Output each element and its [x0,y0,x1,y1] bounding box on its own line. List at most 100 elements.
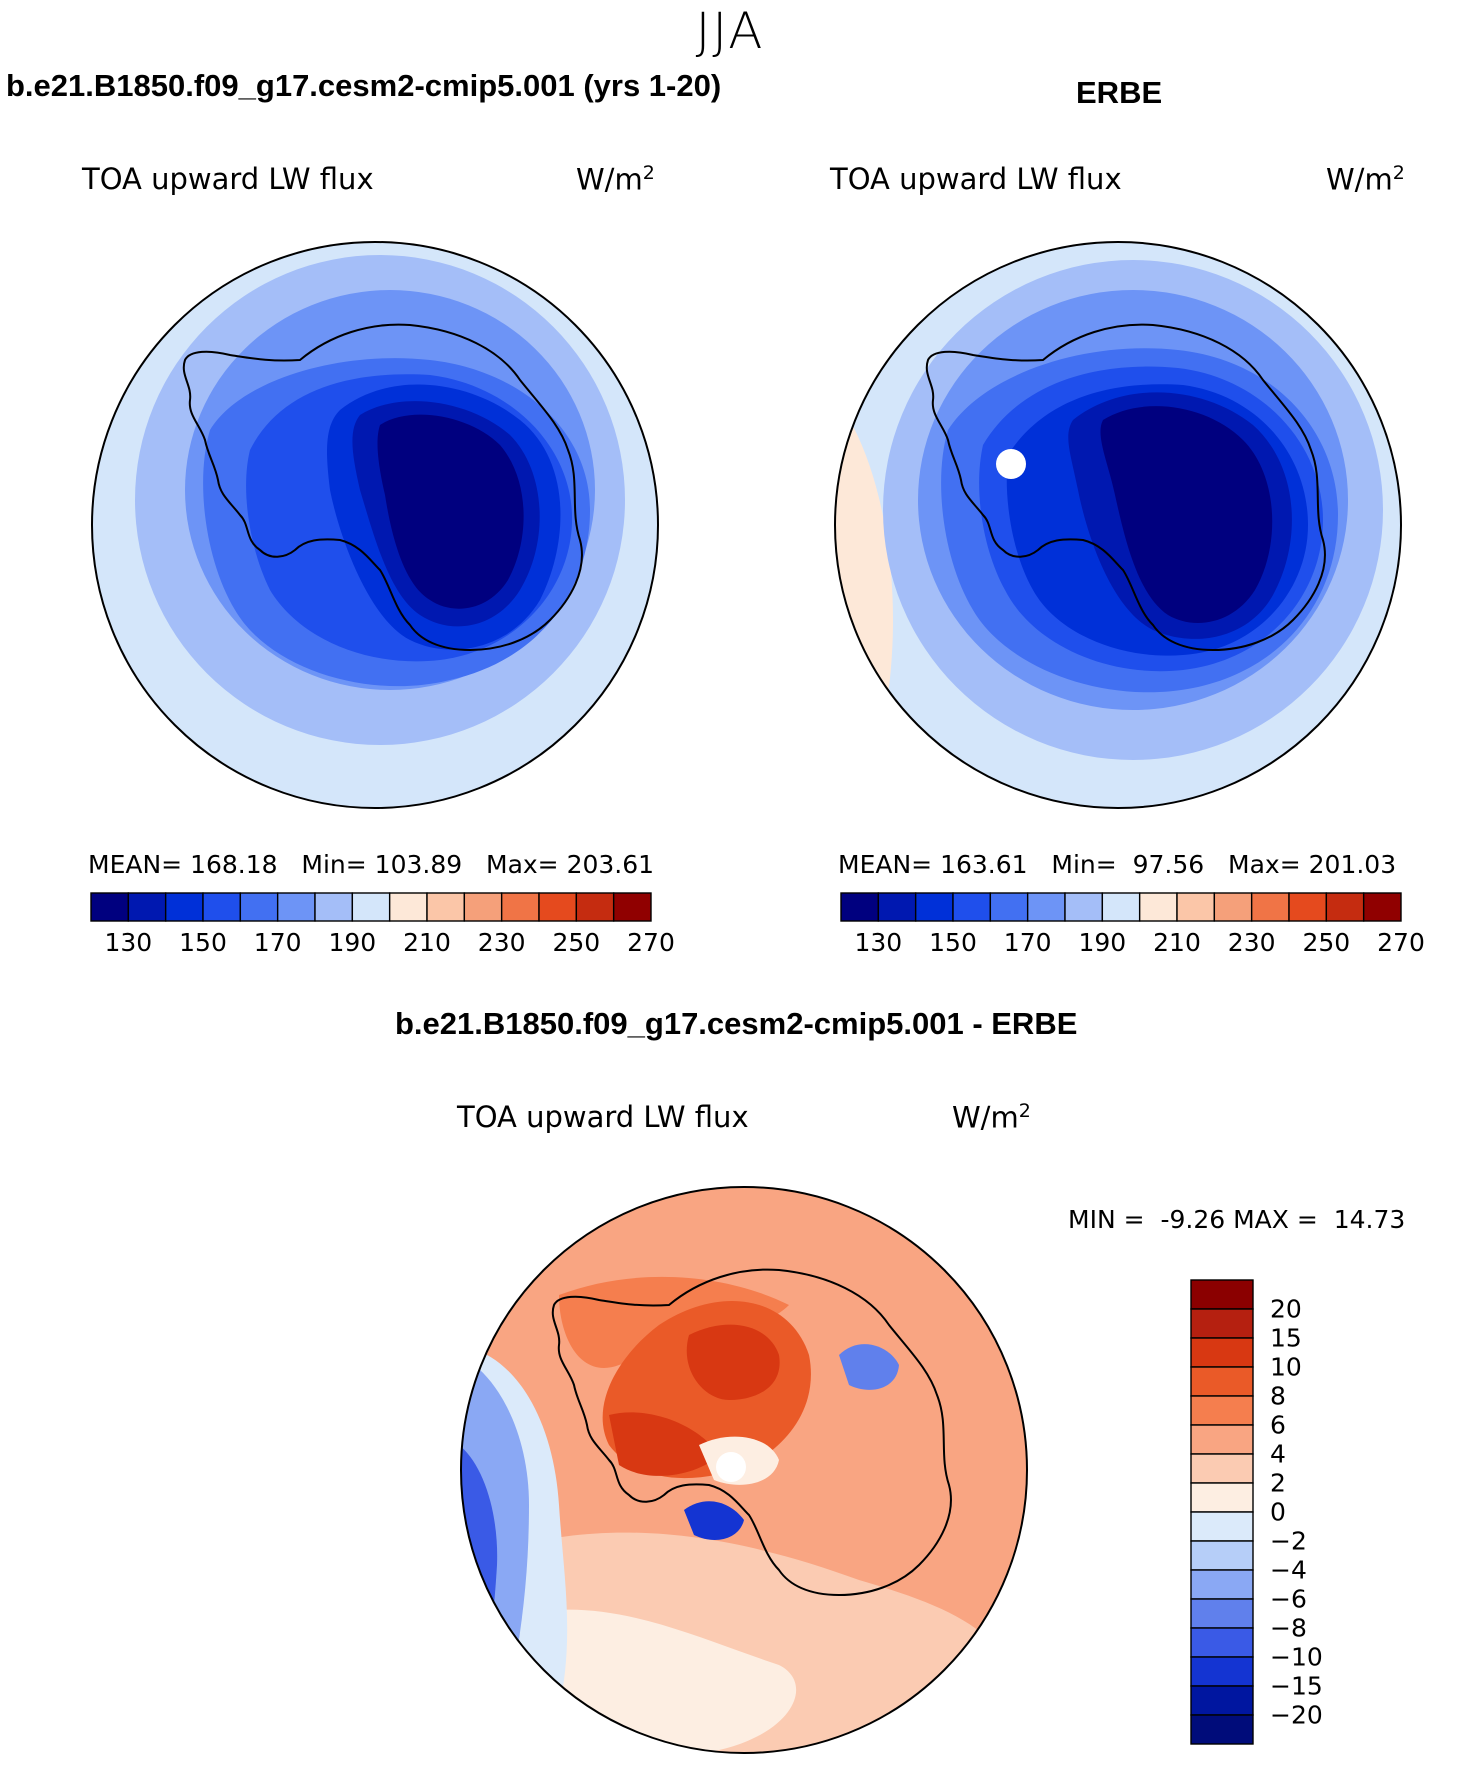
model-polar-map [91,241,659,809]
model-colorbar-swatch [276,892,316,922]
diff-contour-fill [609,1412,719,1476]
obs-colorbar-tick-label: 130 [854,928,903,957]
model-colorbar-swatch [127,892,167,922]
obs-colorbar-tick-label: 190 [1078,928,1127,957]
obs-min-value: 97.56 [1132,850,1205,879]
diff-colorbar-tick-label: −20 [1270,1700,1323,1730]
model-colorbar-swatch [164,892,204,922]
diff-colorbar-tick-label: −8 [1270,1613,1307,1643]
obs-colorbar-tick-label: 170 [1003,928,1052,957]
model-colorbar-tick-label: 230 [477,928,526,957]
model-colorbar-ticks: 130 150 170 190 210 230 250 270 [90,928,674,962]
model-mean-value: 168.18 [190,850,278,879]
model-colorbar-swatch [612,892,652,922]
obs-missing-data [996,449,1026,479]
model-contour-fill [377,414,524,609]
diff-missing-data [716,1452,746,1482]
model-colorbar-tick-label: 210 [403,928,451,957]
model-colorbar-swatch [90,892,130,922]
obs-max-value: 201.03 [1308,850,1397,879]
model-min-value: 103.89 [374,850,463,879]
obs-colorbar-swatch [914,892,954,922]
obs-mean-label: MEAN= [838,850,933,879]
diff-contour-fill [686,1324,780,1400]
model-colorbar-swatch [500,892,540,922]
diff-colorbar-tick-label: 8 [1270,1381,1286,1411]
obs-colorbar-swatch [840,892,880,922]
diff-polar-map [460,1186,1028,1754]
model-colorbar-swatch [463,892,503,922]
diff-colorbar-swatch [1190,1714,1254,1745]
diff-colorbar-swatch [1190,1424,1254,1455]
obs-case-title: ERBE [1076,75,1163,110]
obs-colorbar-swatch [877,892,917,922]
model-colorbar-swatch [239,892,279,922]
diff-colorbar-swatch [1190,1598,1254,1629]
diff-colorbar-swatch [1190,1540,1254,1571]
obs-colorbar-swatch [952,892,992,922]
model-colorbar-tick-label: 250 [552,928,601,957]
obs-polar-map [834,241,1402,809]
diff-colorbar-swatch [1190,1366,1254,1397]
model-colorbar-swatch [351,892,391,922]
diff-colorbar-swatch [1190,1511,1254,1542]
diff-colorbar-tick-label: 2 [1270,1468,1286,1498]
model-colorbar-swatch [314,892,354,922]
diff-plot-title: TOA upward LW flux [457,1100,749,1134]
diff-contour-fill [839,1344,899,1390]
diff-colorbar-tick-label: −15 [1270,1671,1323,1701]
diff-max-label: MAX = [1233,1205,1318,1234]
diff-colorbar-swatch [1190,1627,1254,1658]
obs-contour-fill [1100,406,1273,623]
model-colorbar-tick-label: 170 [253,928,302,957]
diff-stats: MIN = -9.26 MAX = 14.73 [1068,1205,1405,1234]
obs-colorbar-tick-label: 250 [1302,928,1351,957]
diff-colorbar-swatch [1190,1685,1254,1716]
obs-colorbar-tick-label: 150 [929,928,977,957]
obs-colorbar-tick-label: 210 [1153,928,1201,957]
diff-colorbar-tick-label: −2 [1270,1526,1307,1556]
obs-coastline [925,323,1326,652]
obs-colorbar-swatch [1325,892,1365,922]
model-max-label: Max= [486,850,559,879]
model-colorbar-swatch [202,892,242,922]
diff-max-value: 14.73 [1333,1205,1406,1234]
obs-colorbar-swatch [1213,892,1253,922]
diff-colorbar-swatch [1190,1279,1254,1310]
diff-colorbar-tick-label: −4 [1270,1555,1307,1585]
obs-colorbar-swatch [1138,892,1178,922]
model-colorbar-swatch [426,892,466,922]
diff-units: W/m2 [952,1100,1031,1135]
season-title: JJA [695,2,765,60]
diff-case-title: b.e21.B1850.f09_g17.cesm2-cmip5.001 - ER… [395,1006,1078,1041]
obs-colorbar-swatch [1026,892,1066,922]
obs-map-boundary [834,241,1402,809]
obs-units: W/m2 [1326,162,1405,197]
obs-contour-fill [835,360,893,808]
obs-colorbar-swatch [1064,892,1104,922]
obs-mean-value: 163.61 [940,850,1028,879]
model-case-title: b.e21.B1850.f09_g17.cesm2-cmip5.001 (yrs… [6,68,722,103]
diff-colorbar [1190,1279,1254,1745]
model-colorbar-swatch [388,892,428,922]
obs-colorbar-ticks: 130 150 170 190 210 230 250 270 [840,928,1424,962]
diff-colorbar-swatch [1190,1453,1254,1484]
model-colorbar-tick-label: 130 [104,928,153,957]
diff-colorbar-tick-label: −10 [1270,1642,1323,1672]
diff-colorbar-ticks: 20 15 10 8 6 4 2 0 −2 −4 −6 −8 −10 −15 −20 [1270,1279,1370,1746]
model-plot-title: TOA upward LW flux [82,162,374,196]
obs-colorbar-tick-label: 230 [1227,928,1276,957]
model-colorbar-swatch [575,892,615,922]
diff-colorbar-tick-label: 4 [1270,1439,1286,1469]
obs-stats: MEAN= 163.61 Min= 97.56 Max= 201.03 [838,850,1396,879]
obs-max-label: Max= [1228,850,1301,879]
diff-colorbar-tick-label: 10 [1270,1352,1302,1382]
diff-colorbar-swatch [1190,1569,1254,1600]
diff-colorbar-tick-label: 0 [1270,1497,1286,1527]
diff-colorbar-tick-label: 20 [1270,1294,1302,1324]
obs-colorbar-swatch [1176,892,1216,922]
diff-min-value: -9.26 [1160,1205,1226,1234]
obs-colorbar-tick-label: 270 [1377,928,1425,957]
obs-colorbar [840,892,1402,922]
diff-colorbar-swatch [1190,1482,1254,1513]
